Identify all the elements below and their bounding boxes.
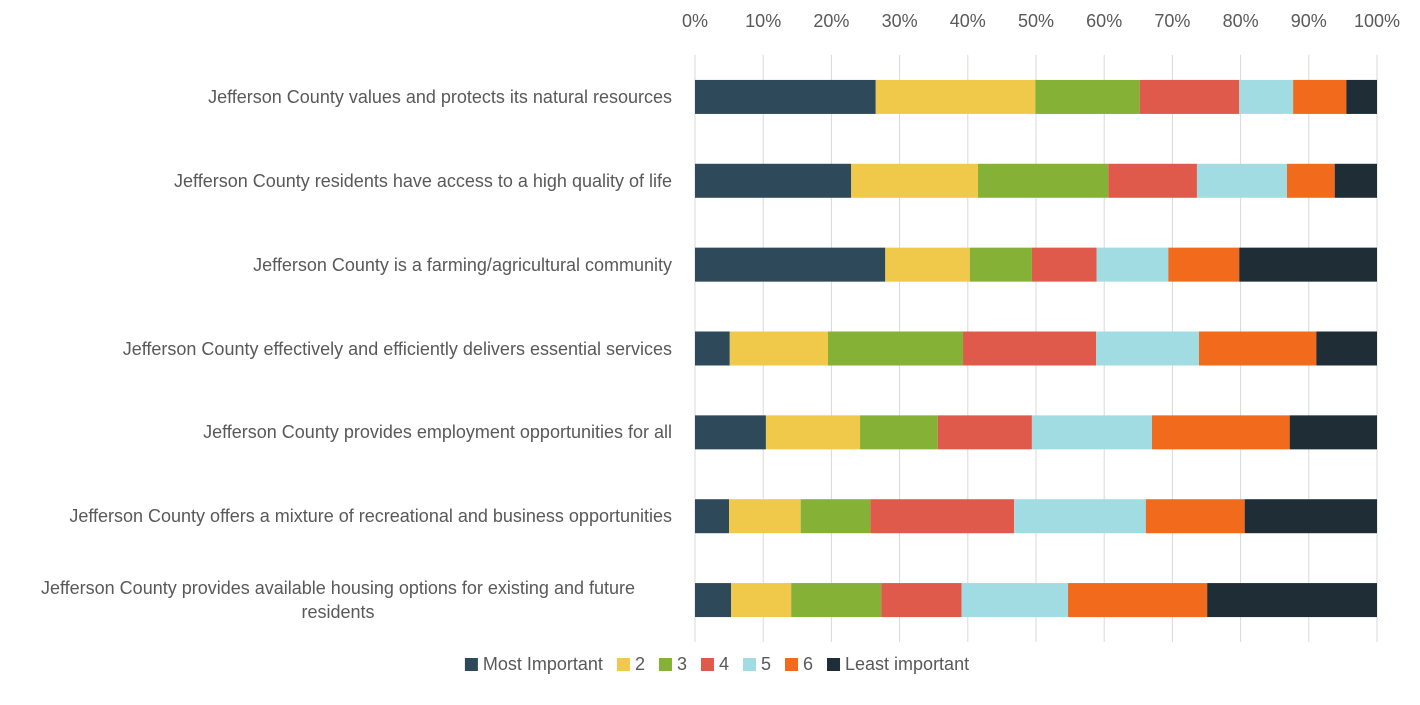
bar-segment: [1293, 79, 1347, 114]
category-label: Jefferson County effectively and efficie…: [122, 338, 672, 359]
category-label: Jefferson County is a farming/agricultur…: [253, 254, 672, 275]
bar-segment: [765, 415, 861, 450]
bar-segment: [963, 331, 1097, 366]
bar-segment: [1286, 163, 1335, 198]
bar-segment: [1035, 79, 1140, 114]
bar-segment: [1316, 331, 1377, 366]
bar-segment: [1346, 79, 1377, 114]
legend-swatch: [700, 658, 714, 671]
bar-segment: [961, 583, 1069, 618]
bar-segment: [827, 331, 964, 366]
bar-segment: [860, 415, 938, 450]
x-tick-label: 20%: [813, 11, 849, 31]
bar-segment: [1031, 247, 1097, 282]
bar-segment: [875, 79, 1036, 114]
bar-segment: [695, 79, 876, 114]
bar-segment: [1196, 163, 1287, 198]
category-label: Jefferson County offers a mixture of rec…: [69, 506, 672, 527]
bar-segment: [1168, 247, 1240, 282]
legend-label: 2: [635, 654, 645, 674]
x-tick-label: 50%: [1018, 11, 1054, 31]
legend-label: Most Important: [483, 654, 603, 674]
bar-segment: [969, 247, 1032, 282]
bar-segment: [729, 499, 801, 534]
bar-segment: [1014, 499, 1146, 534]
bar-segment: [885, 247, 970, 282]
legend-swatch: [827, 658, 841, 671]
bar-segment: [1068, 583, 1208, 618]
bar-segment: [870, 499, 1015, 534]
bar-segment: [1031, 415, 1152, 450]
bar-segment: [978, 163, 1109, 198]
bar-segment: [695, 415, 766, 450]
legend-label: 5: [761, 654, 771, 674]
bar-segment: [695, 583, 732, 618]
x-tick-label: 60%: [1086, 11, 1122, 31]
bar-segment: [1198, 331, 1317, 366]
bar-segment: [731, 583, 792, 618]
x-tick-label: 70%: [1154, 11, 1190, 31]
bar-segment: [791, 583, 882, 618]
bar-segment: [1289, 415, 1377, 450]
bar-segment: [1096, 247, 1169, 282]
category-label: Jefferson County provides employment opp…: [203, 422, 672, 443]
bar-segment: [1108, 163, 1197, 198]
x-tick-label: 80%: [1223, 11, 1259, 31]
category-label: Jefferson County provides available hous…: [40, 578, 636, 623]
legend-swatch: [785, 658, 799, 671]
legend-label: 6: [803, 654, 813, 674]
legend-swatch: [742, 658, 756, 671]
category-label: Jefferson County values and protects its…: [208, 86, 672, 107]
x-tick-label: 10%: [745, 11, 781, 31]
x-tick-label: 90%: [1291, 11, 1327, 31]
x-tick-label: 100%: [1354, 11, 1400, 31]
legend-swatch: [616, 658, 630, 671]
bar-segment: [1096, 331, 1199, 366]
legend-label: 3: [677, 654, 687, 674]
legend-label: Least important: [845, 654, 969, 674]
bar-segment: [1145, 499, 1245, 534]
legend-label: 4: [719, 654, 729, 674]
bar-segment: [1207, 583, 1377, 618]
bar-segment: [851, 163, 979, 198]
bar-segment: [695, 331, 730, 366]
bar-segment: [1151, 415, 1290, 450]
bar-segment: [1239, 79, 1294, 114]
category-label: Jefferson County residents have access t…: [174, 170, 672, 191]
legend-swatch: [464, 658, 478, 671]
bar-segment: [937, 415, 1032, 450]
bar-segment: [800, 499, 871, 534]
bar-segment: [695, 499, 730, 534]
x-tick-label: 0%: [682, 11, 708, 31]
bar-segment: [729, 331, 828, 366]
x-tick-label: 40%: [950, 11, 986, 31]
bar-segment: [695, 247, 886, 282]
x-tick-label: 30%: [882, 11, 918, 31]
bar-segment: [881, 583, 962, 618]
bar-segment: [1334, 163, 1377, 198]
bar-segment: [1239, 247, 1377, 282]
legend-swatch: [658, 658, 672, 671]
bar-segment: [1244, 499, 1377, 534]
bar-segment: [1139, 79, 1240, 114]
bar-segment: [695, 163, 852, 198]
